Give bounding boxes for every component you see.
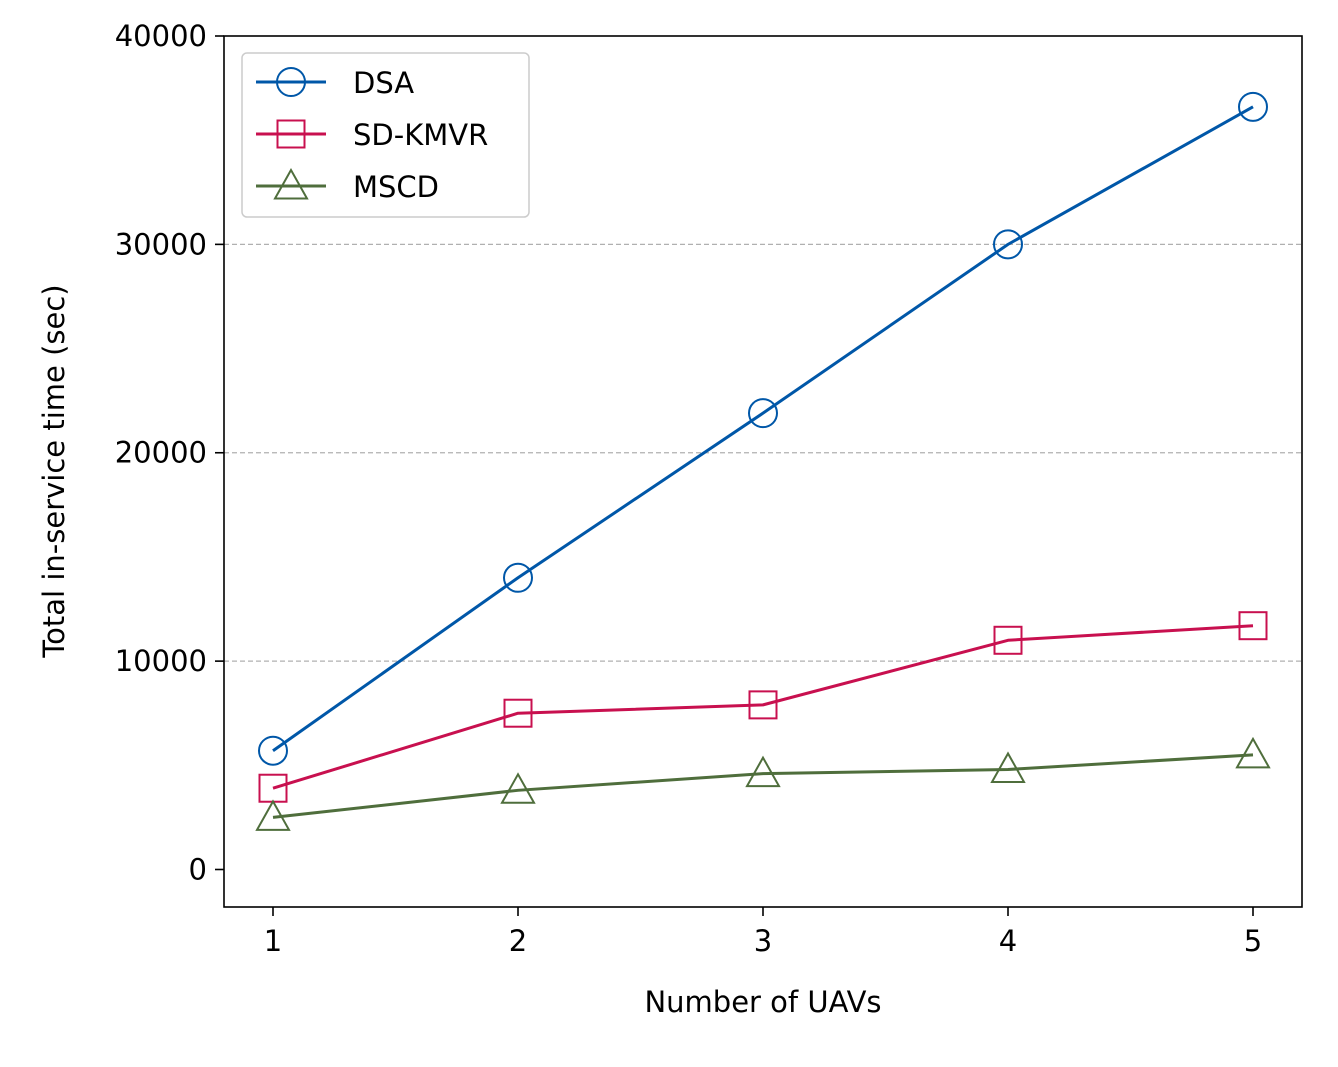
data-point-mscd-5	[1235, 736, 1271, 769]
y-tick-label-0: 0	[189, 852, 207, 886]
legend-box	[241, 52, 530, 218]
x-axis-ticks: 1 2 3 4 5	[264, 907, 1262, 958]
series-line-mscd	[272, 753, 1254, 819]
y-tick-label-20000: 20000	[115, 436, 207, 470]
legend-label-mscd: MSCD	[353, 170, 439, 204]
y-tick-label-30000: 30000	[115, 227, 207, 261]
y-tick-label-10000: 10000	[115, 644, 207, 678]
x-tick-label-1: 1	[264, 924, 282, 958]
data-point-dsa-5	[1238, 91, 1268, 122]
legend-marker-dsa	[276, 67, 306, 97]
grid-lines	[224, 243, 1302, 662]
y-axis-ticks: 0 10000 20000 30000 40000	[115, 19, 224, 886]
x-axis-label: Number of UAVs	[644, 985, 881, 1019]
legend-item-dsa: DSA	[256, 66, 414, 100]
data-point-sd-kmvr-2	[503, 698, 533, 728]
x-tick-label-5: 5	[1244, 924, 1262, 958]
data-point-dsa-2	[503, 562, 533, 593]
legend-marker-mscd	[273, 167, 309, 200]
legend-item-mscd: MSCD	[256, 167, 439, 204]
data-point-mscd-1	[255, 799, 291, 831]
legend-marker-sd-kmvr	[276, 119, 306, 149]
data-point-sd-kmvr-5	[1238, 611, 1268, 641]
series-layer	[255, 91, 1271, 831]
data-point-mscd-4	[990, 751, 1026, 783]
legend-item-sd-kmvr: SD-KMVR	[256, 118, 488, 152]
data-point-dsa-1	[258, 735, 288, 766]
x-tick-label-4: 4	[999, 924, 1017, 958]
data-point-sd-kmvr-3	[748, 690, 778, 720]
series-line-dsa	[272, 105, 1254, 752]
y-axis-label: Total in-service time (sec)	[37, 284, 71, 658]
legend-label-sd-kmvr: SD-KMVR	[353, 118, 488, 152]
data-point-sd-kmvr-4	[993, 625, 1023, 655]
x-tick-label-3: 3	[754, 924, 772, 958]
series-mscd	[255, 736, 1271, 831]
y-tick-label-40000: 40000	[115, 19, 207, 53]
data-point-mscd-3	[745, 755, 781, 788]
x-tick-label-2: 2	[509, 924, 527, 958]
data-point-dsa-4	[993, 229, 1023, 260]
legend-label-dsa: DSA	[353, 66, 414, 100]
series-line-sd-kmvr	[272, 624, 1254, 790]
legend: DSA SD-KMVR MSCD	[241, 52, 530, 218]
series-dsa	[258, 91, 1268, 766]
data-point-dsa-3	[748, 398, 778, 429]
data-point-mscd-2	[500, 772, 536, 804]
